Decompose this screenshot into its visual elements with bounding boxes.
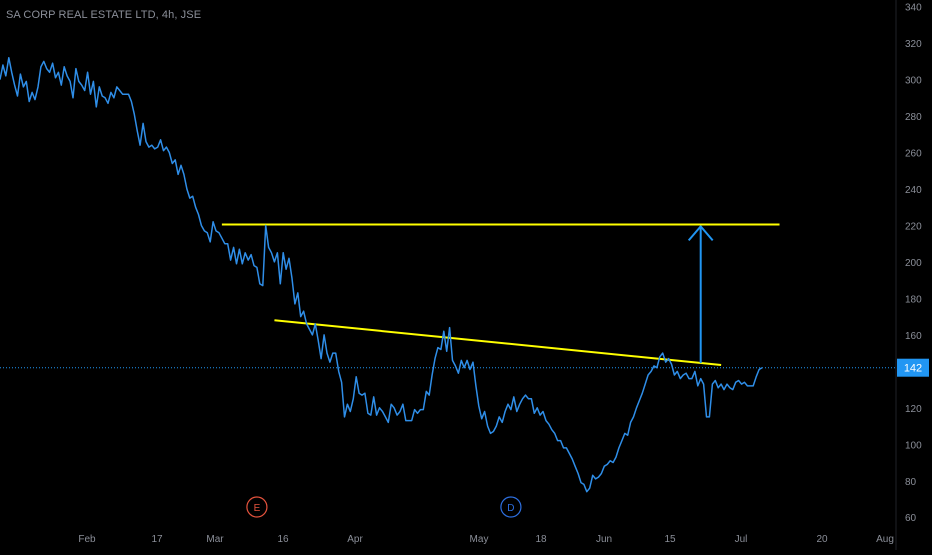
- y-tick-label: 160: [905, 331, 922, 342]
- y-tick-label: 100: [905, 440, 922, 451]
- event-marker-circle: [500, 496, 522, 518]
- event-marker-e[interactable]: E: [246, 496, 268, 518]
- y-tick-label: 320: [905, 39, 922, 50]
- chart-title: SA CORP REAL ESTATE LTD, 4h, JSE: [6, 9, 202, 21]
- y-tick-label: 120: [905, 404, 922, 415]
- y-tick-label: 220: [905, 221, 922, 232]
- x-tick-label: 17: [151, 534, 163, 545]
- y-tick-label: 80: [905, 477, 917, 488]
- x-tick-label: Jul: [735, 534, 748, 545]
- y-tick-label: 260: [905, 149, 922, 160]
- x-tick-label: Jun: [596, 534, 612, 545]
- x-tick-label: Mar: [206, 534, 224, 545]
- x-tick-label: 15: [664, 534, 676, 545]
- event-marker-label: D: [507, 503, 514, 514]
- last-price-label: 142: [904, 363, 922, 375]
- x-tick-label: Apr: [347, 534, 363, 545]
- y-tick-label: 300: [905, 76, 922, 87]
- x-tick-label: May: [470, 534, 489, 545]
- event-marker-circle: [246, 496, 268, 518]
- y-tick-label: 200: [905, 258, 922, 269]
- neckline[interactable]: [274, 319, 722, 366]
- y-tick-label: 240: [905, 185, 922, 196]
- y-tick-label: 340: [905, 3, 922, 14]
- x-tick-label: 16: [277, 534, 289, 545]
- event-marker-d[interactable]: D: [500, 496, 522, 518]
- event-marker-label: E: [254, 503, 261, 514]
- y-tick-label: 60: [905, 513, 917, 524]
- y-tick-label: 180: [905, 294, 922, 305]
- x-tick-label: Aug: [876, 534, 894, 545]
- price-series-line: [0, 56, 763, 493]
- last-price-badge: [897, 358, 929, 377]
- y-tick-label: 280: [905, 112, 922, 123]
- target-arrow-head: [687, 225, 714, 242]
- x-tick-label: Feb: [78, 534, 96, 545]
- x-tick-label: 20: [816, 534, 828, 545]
- x-tick-label: 18: [535, 534, 547, 545]
